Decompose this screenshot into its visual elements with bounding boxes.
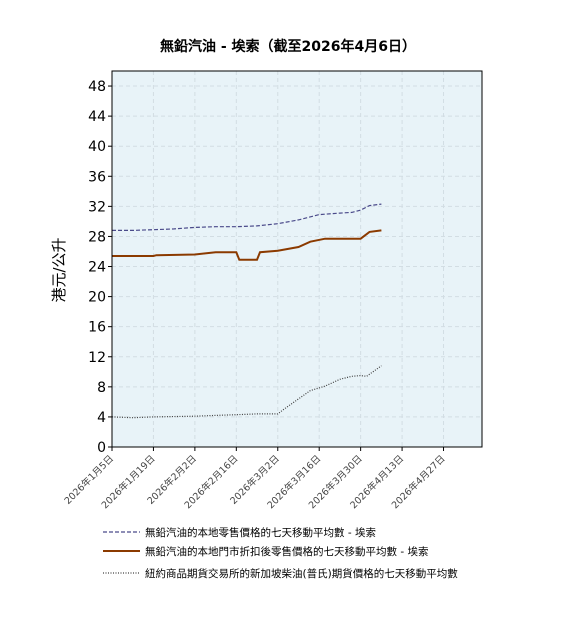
series-line-3: [111, 365, 382, 419]
y-tick-label: 12: [88, 350, 106, 366]
y-tick-label: 36: [88, 169, 106, 185]
legend-label-1: 無鉛汽油的本地零售價格的七天移動平均數 - 埃索: [145, 526, 376, 539]
x-axis-ticks: 2026年1月5日2026年1月19日2026年2月2日2026年2月16日20…: [62, 447, 448, 511]
y-tick-label: 0: [97, 440, 106, 456]
series-line-2: [112, 229, 382, 261]
y-axis-label: 港元/公升: [50, 237, 68, 302]
legend-label-2: 無鉛汽油的本地門市折扣後零售價格的七天移動平均數 - 埃索: [145, 545, 428, 558]
y-tick-label: 24: [88, 260, 106, 276]
y-tick-label: 4: [97, 410, 106, 426]
y-tick-label: 20: [88, 290, 106, 306]
grid-lines: [111, 71, 482, 447]
y-tick-label: 28: [88, 229, 106, 245]
y-tick-label: 48: [88, 79, 106, 95]
y-tick-label: 32: [88, 199, 106, 215]
y-tick-label: 16: [88, 320, 106, 336]
y-tick-label: 40: [88, 139, 106, 155]
plot-area: [112, 71, 482, 447]
series-layer: [111, 203, 382, 419]
legend-label-3: 紐約商品期貨交易所的新加坡柴油(普氏)期貨價格的七天移動平均數: [145, 567, 458, 580]
legend: 無鉛汽油的本地零售價格的七天移動平均數 - 埃索無鉛汽油的本地門市折扣後零售價格…: [103, 526, 458, 580]
y-tick-label: 44: [88, 109, 106, 125]
y-tick-label: 8: [97, 380, 106, 396]
plot-frame: [111, 70, 483, 448]
chart-title: 無鉛汽油 - 埃索（截至2026年4月6日）: [160, 38, 416, 55]
series-line-1: [112, 203, 382, 231]
